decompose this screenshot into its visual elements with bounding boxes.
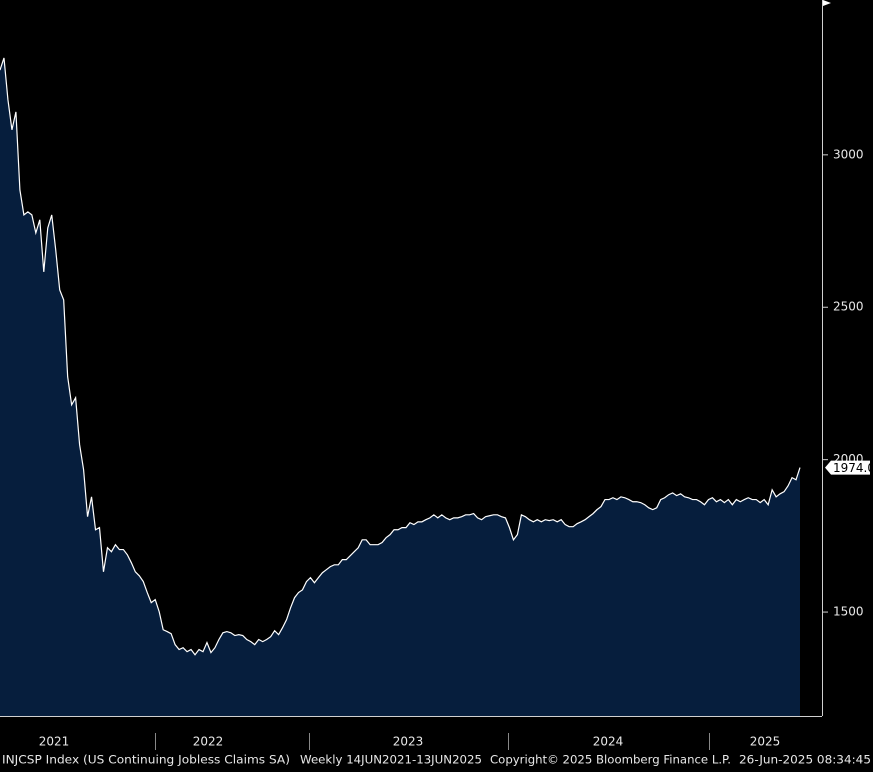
y-tick-label: 1500 xyxy=(833,605,864,619)
footer-text: Weekly 14JUN2021-13JUN2025 xyxy=(300,753,482,767)
axis-arrow xyxy=(823,0,831,6)
x-tick-label: 2021 xyxy=(39,735,70,749)
area xyxy=(0,57,800,717)
footer-text: INJCSP Index (US Continuing Jobless Clai… xyxy=(2,753,290,767)
y-tick-label: 3000 xyxy=(833,147,864,161)
line xyxy=(0,57,801,656)
footer-text: 26-Jun-2025 08:34:45 xyxy=(739,753,871,767)
footer-text: Copyright© 2025 Bloomberg Finance L.P. xyxy=(490,753,731,767)
last-value-label: 1974.0 xyxy=(833,461,873,475)
x-tick-label: 2025 xyxy=(750,735,781,749)
last-value-tag xyxy=(825,460,870,475)
x-tick-label: 2023 xyxy=(393,735,424,749)
x-tick-label: 2024 xyxy=(593,735,624,749)
x-tick-label: 2022 xyxy=(193,735,224,749)
y-tick-label: 2500 xyxy=(833,300,864,314)
